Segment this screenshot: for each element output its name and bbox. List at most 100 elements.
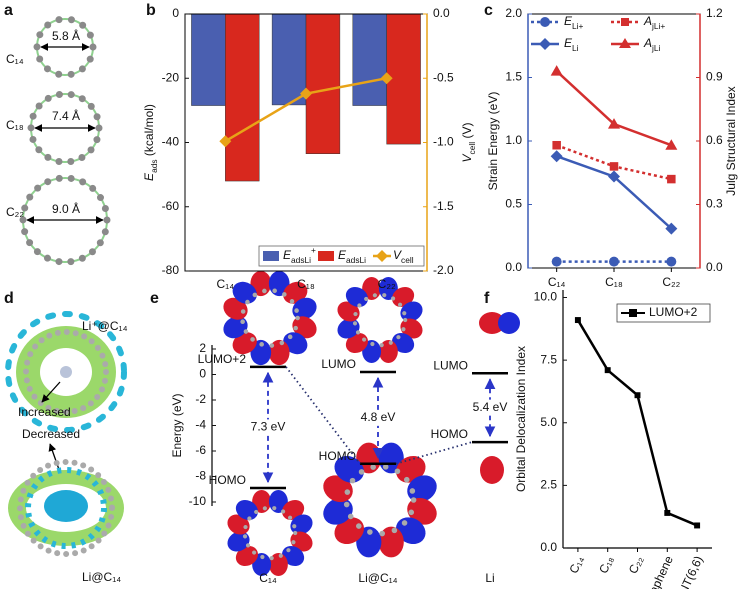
- tick-label: -60: [162, 199, 180, 213]
- level-label: LUMO: [433, 358, 468, 372]
- legend-label: LUMO+2: [649, 305, 698, 319]
- marker: [219, 135, 232, 148]
- x-tick-label: C₁₄: [566, 554, 586, 576]
- level-label: HOMO: [319, 449, 356, 463]
- legend-swatch: [263, 251, 279, 261]
- text-part: (V): [460, 123, 474, 142]
- marker: [666, 256, 677, 267]
- legend-label: EadsLi+: [283, 245, 316, 265]
- text-part: cell: [401, 255, 414, 265]
- x-tick-label: C₁₈: [605, 275, 623, 289]
- marker: [694, 522, 701, 529]
- diameter-label: 5.8 Å: [52, 28, 80, 43]
- marker: [667, 174, 676, 184]
- marker: [608, 118, 620, 129]
- ring-c14: 5.8 Å C₁₄: [6, 15, 97, 79]
- density-label: Increased: [18, 405, 71, 419]
- panel-label: c: [484, 2, 493, 19]
- legend-marker: [539, 38, 551, 50]
- marker: [550, 65, 563, 76]
- tick-label: 0: [199, 367, 206, 381]
- orbital-picture: [224, 490, 316, 576]
- text-part: E: [564, 36, 573, 50]
- tick-label: 0: [172, 6, 179, 20]
- density-li: Decreased Li@C₁₄: [8, 427, 124, 584]
- tick-label: -8: [195, 469, 206, 483]
- ring-label: C₁₄: [6, 52, 24, 66]
- density-label: Decreased: [22, 427, 80, 441]
- tick-label: 0.0: [433, 6, 450, 20]
- system-label: Li@C₁₄: [358, 571, 397, 585]
- ring-c18: 7.4 Å C₁₈: [6, 90, 103, 166]
- level-label: LUMO+2: [198, 352, 247, 366]
- tick-label: 0.0: [540, 540, 557, 554]
- tick-label: 0.9: [706, 70, 723, 84]
- legend-marker: [540, 17, 550, 27]
- legend-label: AjLi: [643, 36, 661, 53]
- marker: [608, 170, 620, 183]
- axis-label: Orbital Delocalization Index: [514, 346, 528, 492]
- legend-label: ELi+: [564, 14, 584, 31]
- gap-label-bg: [374, 409, 382, 426]
- legend-swatch: [318, 251, 334, 261]
- text-part: E: [564, 14, 573, 28]
- legend-label: ELi: [564, 36, 579, 53]
- tick-label: -80: [162, 263, 180, 277]
- marker: [609, 256, 619, 267]
- atom-ring: [27, 90, 103, 166]
- gap-label: 5.4 eV: [473, 400, 508, 414]
- marker: [300, 87, 312, 100]
- gap-label-bg: [264, 419, 272, 436]
- text-part: Li: [572, 43, 579, 53]
- atom-ring: [17, 459, 115, 557]
- x-tick-label: C₁₄: [548, 275, 566, 289]
- text-part: (kcal/mol): [142, 104, 156, 159]
- level-label: LUMO: [321, 357, 356, 371]
- marker: [551, 256, 562, 267]
- text-part: V: [460, 153, 474, 162]
- tick-label: -1.5: [433, 199, 454, 213]
- ring-label: C₂₂: [6, 205, 24, 219]
- text-part: ads: [149, 159, 159, 173]
- series-line: [555, 70, 672, 147]
- system-label: Li: [485, 571, 494, 585]
- diameter-label: 7.4 Å: [52, 108, 80, 123]
- tick-label: 1.0: [505, 133, 522, 147]
- lobe: [479, 312, 505, 334]
- legend-marker: [619, 38, 631, 48]
- text-part: adsLi: [346, 255, 366, 265]
- density-li-plus: Li⁺@C₁₄ Increased: [5, 311, 128, 433]
- level-label: HOMO: [209, 473, 246, 487]
- tick-label: -40: [162, 135, 180, 149]
- ring-c22: 9.0 Å C₂₂: [6, 174, 111, 266]
- axis-label: Vcell (V): [460, 123, 477, 163]
- tick-label: 0.0: [706, 260, 723, 274]
- panel-label: e: [150, 290, 159, 307]
- bar: [225, 13, 260, 182]
- marker: [604, 367, 611, 374]
- axis-label: Eads (kcal/mol): [142, 104, 159, 181]
- tick-label: -4: [195, 418, 206, 432]
- panel-label: b: [146, 2, 156, 19]
- tick-label: 7.5: [540, 352, 557, 366]
- tick-label: -2.0: [433, 263, 454, 277]
- tick-label: 5.0: [540, 415, 557, 429]
- axis-label: Julg Structural Index: [724, 86, 738, 195]
- depletion-ring: [25, 467, 107, 549]
- bar: [386, 13, 421, 145]
- marker: [665, 222, 678, 235]
- tick-label: 1.2: [706, 6, 723, 20]
- panel-label: f: [484, 290, 490, 307]
- li-homo-picture: [480, 456, 504, 484]
- tick-label: -10: [189, 494, 207, 508]
- text-part: Li+: [572, 21, 584, 31]
- text-part: adsLi: [291, 255, 311, 265]
- axis-label: Energy (eV): [170, 393, 184, 457]
- gap-label: 4.8 eV: [361, 410, 396, 424]
- depletion-ring: [5, 311, 127, 433]
- tick-label: -0.5: [433, 70, 454, 84]
- legend-label: AjLi+: [643, 14, 665, 31]
- system-label: C₁₄: [259, 571, 277, 585]
- tick-label: 2.5: [540, 478, 557, 492]
